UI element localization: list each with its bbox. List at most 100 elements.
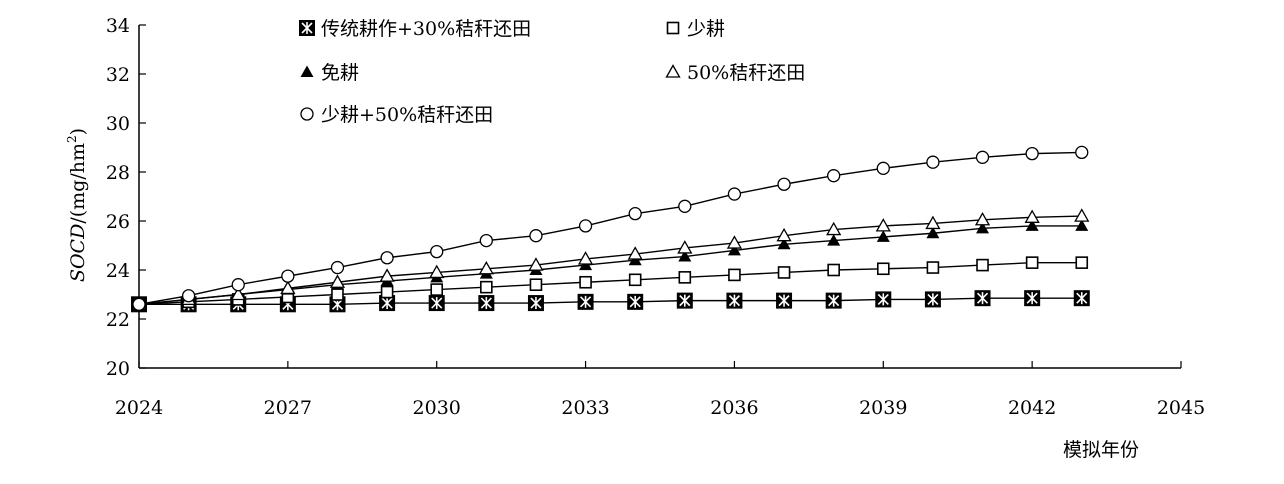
data-point [379,295,396,312]
series-4-markers [131,208,1090,310]
marker-triangle [1024,209,1040,223]
marker-triangle [826,221,842,236]
series-line [138,151,1082,305]
y-tick-label: 30 [106,113,130,135]
data-point [926,261,940,274]
y-axis-title-close: ) [67,128,89,135]
data-point [876,161,890,175]
marker-circle [628,206,642,221]
marker-square [1075,256,1089,269]
series-5-markers [132,145,1089,311]
data-point [529,278,543,292]
data-point [132,297,146,311]
marker-square [480,280,493,294]
data-point [678,271,692,284]
data-point [976,221,990,234]
marker-square [728,268,741,282]
marker-circle [380,251,394,265]
data-point [777,237,791,250]
data-point [875,218,891,232]
marker-circle [1075,145,1089,160]
y-tick-label: 20 [106,358,130,380]
marker-circle [181,289,196,303]
data-point [428,295,445,312]
data-point [430,244,444,259]
marker-circle [529,229,543,243]
marker-triangle [727,243,741,256]
data-point [678,250,692,262]
marker-square [579,275,592,289]
x-tick-label: 2036 [710,397,758,419]
data-point [628,206,642,221]
data-point [974,290,991,307]
y-tick-label: 22 [106,309,130,331]
data-point [925,215,941,230]
data-point [926,155,940,169]
data-point [329,274,346,288]
data-point [429,264,445,279]
marker-circle [975,150,990,164]
series-1-markers [131,290,1090,313]
data-point [480,280,493,294]
marker-triangle [976,221,990,234]
data-point [826,221,842,236]
marker-triangle [329,274,346,288]
data-point [975,150,990,164]
marker-square [976,258,989,272]
marker-square [380,285,394,299]
data-point [579,275,592,289]
data-point [678,199,692,213]
legend-label: 免耕 [321,62,359,84]
marker-triangle [876,230,890,242]
marker-triangle [925,215,941,230]
data-point [1075,256,1089,269]
series-line [138,261,1082,305]
x-tick-label: 2030 [413,397,461,419]
series-line [138,215,1082,305]
marker-circle [430,244,444,259]
data-point [776,227,792,242]
x-tick-label: 2024 [115,397,163,419]
series-line [139,297,1082,305]
legend-marker [300,107,314,121]
data-point [1025,146,1039,161]
data-point [577,251,594,265]
data-point [479,233,493,248]
data-point [230,286,246,301]
y-axis-title: SOCD/(mg/hm2) [65,128,89,282]
marker-triangle [528,257,544,271]
data-point [430,283,444,296]
marker-circle [827,169,841,183]
data-point [727,243,741,256]
y-axis-title-sup: 2 [65,135,79,143]
data-point [529,229,543,243]
marker-circle [876,161,890,175]
marker-square [827,263,840,277]
marker-square [876,262,890,276]
y-axis-title-prefix: SOCD [67,224,89,282]
data-point [478,295,495,312]
marker-circle [231,278,245,292]
marker-triangle [379,268,395,282]
x-tick-label: 2039 [859,397,907,419]
data-point [578,219,593,233]
marker-triangle [776,227,792,242]
marker-square [331,288,344,301]
data-point [974,211,991,226]
series-2 [138,261,1082,305]
data-point [231,278,245,292]
data-point [1073,290,1090,307]
marker-square [430,283,444,296]
marker-square [628,273,642,287]
legend-marker [666,21,680,35]
data-point [1024,209,1040,223]
y-tick-label: 26 [106,211,130,233]
marker-circle [1025,146,1039,161]
y-tick-label: 34 [106,15,130,37]
data-point [827,169,841,183]
data-point [330,260,345,275]
legend-marker [665,64,681,78]
marker-square [1025,256,1039,269]
marker-triangle [777,237,791,250]
marker-triangle [478,260,494,275]
